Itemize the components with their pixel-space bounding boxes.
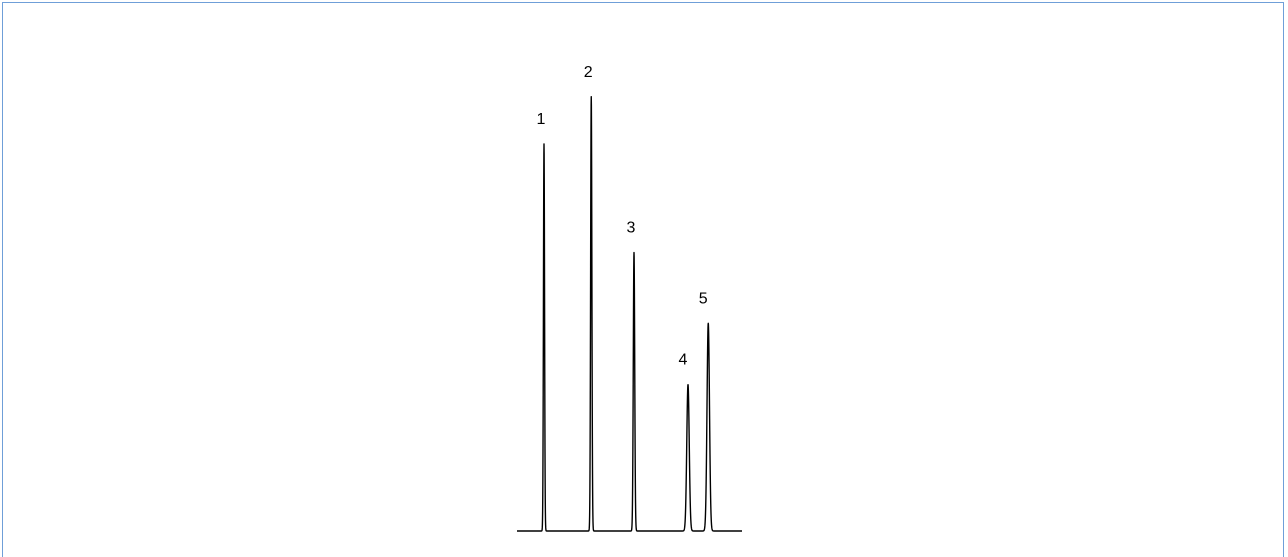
peak-label-3: 3 — [627, 220, 636, 237]
peak-label-5: 5 — [699, 290, 708, 307]
plot-area: 1 2 3 4 5 — [516, 64, 743, 532]
peak-label-2: 2 — [584, 64, 593, 81]
peak-label-1: 1 — [537, 111, 546, 128]
peak-label-4: 4 — [679, 352, 688, 369]
chromatogram-trace — [516, 96, 743, 532]
